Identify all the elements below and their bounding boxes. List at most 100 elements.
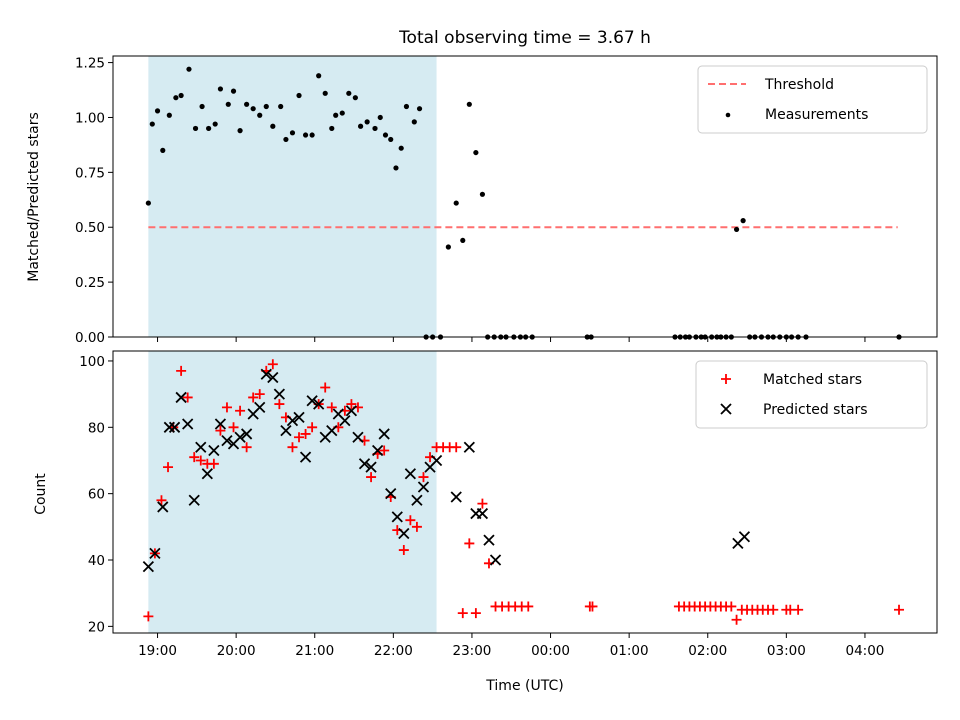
ratio-y-tick-label: 1.00 bbox=[75, 110, 105, 126]
matched-point bbox=[894, 604, 905, 615]
measurement-point bbox=[145, 200, 151, 206]
measurement-point bbox=[473, 149, 479, 156]
measurement-point bbox=[377, 114, 383, 121]
predicted-point bbox=[371, 444, 384, 457]
ratio-y-axis: 0.00 0.25 0.50 0.75 1.00 1.25 bbox=[75, 56, 113, 346]
matched-point bbox=[405, 515, 416, 526]
matched-point bbox=[523, 601, 534, 612]
predicted-point bbox=[149, 547, 161, 560]
predicted-point bbox=[163, 421, 175, 433]
matched-point bbox=[267, 359, 278, 370]
predicted-point bbox=[234, 431, 246, 443]
measurement-point bbox=[199, 103, 205, 110]
count-legend: Matched stars Predicted stars bbox=[695, 360, 928, 429]
measurement-point bbox=[270, 123, 276, 129]
matched-point bbox=[215, 425, 226, 436]
predicted-point bbox=[280, 424, 292, 437]
ratio-y-axis-label: Matched/Predicted stars bbox=[26, 112, 42, 282]
matched-point bbox=[731, 614, 742, 625]
count-y-tick-label: 40 bbox=[88, 553, 105, 569]
predicted-point bbox=[142, 561, 155, 573]
measurement-point bbox=[398, 145, 404, 151]
count-y-tick-label: 20 bbox=[88, 619, 105, 635]
x-tick-label: 20:00 bbox=[217, 643, 256, 659]
matched-point bbox=[477, 498, 488, 509]
ratio-y-tick-label: 0.50 bbox=[75, 220, 105, 236]
matched-point bbox=[726, 601, 737, 612]
matched-point bbox=[793, 604, 804, 615]
predicted-point bbox=[168, 421, 181, 433]
matched-point bbox=[235, 405, 246, 416]
measurement-point bbox=[244, 101, 250, 107]
measurement-point bbox=[372, 125, 378, 132]
ratio-x-axis bbox=[157, 337, 866, 342]
measurement-point bbox=[217, 86, 224, 92]
measurement-point bbox=[302, 132, 309, 138]
x-tick-label: 23:00 bbox=[452, 643, 491, 659]
x-tick-label: 03:00 bbox=[767, 643, 806, 659]
measurement-point bbox=[166, 112, 172, 118]
predicted-point bbox=[267, 371, 279, 384]
predicted-point bbox=[430, 454, 443, 467]
measurement-point bbox=[339, 110, 345, 116]
predicted-point bbox=[195, 441, 207, 453]
measurements-legend-label: Measurements bbox=[765, 107, 868, 123]
predicted-point bbox=[254, 401, 266, 414]
x-tick-label: 01:00 bbox=[610, 643, 649, 659]
measurements-legend-swatch bbox=[725, 112, 731, 118]
count-y-axis-label: Count bbox=[33, 473, 49, 515]
matched-point bbox=[300, 428, 311, 439]
predicted-legend-swatch bbox=[720, 403, 732, 415]
predicted-point bbox=[260, 368, 272, 380]
measurement-point bbox=[178, 92, 184, 99]
x-tick-label: 04:00 bbox=[845, 643, 884, 659]
measurement-point bbox=[154, 108, 161, 114]
matched-point bbox=[346, 399, 357, 410]
measurement-point bbox=[316, 73, 322, 79]
matched-point bbox=[221, 402, 232, 413]
predicted-point bbox=[157, 501, 169, 513]
predicted-point bbox=[221, 434, 233, 447]
predicted-point bbox=[306, 395, 318, 407]
measurement-point bbox=[346, 90, 352, 96]
measurement-point bbox=[411, 119, 417, 125]
predicted-point bbox=[378, 428, 390, 440]
predicted-legend-label: Predicted stars bbox=[763, 402, 868, 418]
measurement-point bbox=[212, 121, 218, 127]
predicted-point bbox=[208, 444, 220, 457]
count-panel-frame bbox=[112, 350, 938, 634]
count-panel: 20 40 60 80 100 19:00 20:00 21:00 22:00 23:00 00:… bbox=[33, 350, 938, 694]
predicted-point bbox=[404, 468, 417, 480]
measurement-point bbox=[460, 237, 466, 244]
ratio-y-tick-label: 0.75 bbox=[75, 165, 105, 181]
predicted-point bbox=[463, 441, 475, 453]
predicted-point bbox=[339, 415, 351, 427]
x-tick-label: 19:00 bbox=[138, 643, 177, 659]
predicted-point bbox=[345, 405, 358, 417]
matched-point bbox=[418, 472, 429, 483]
matched-point bbox=[228, 422, 239, 433]
measurement-point bbox=[160, 147, 166, 153]
chart-title: Total observing time = 3.67 h bbox=[398, 28, 651, 48]
measurement-point bbox=[278, 103, 284, 110]
predicted-point bbox=[352, 431, 364, 443]
measurement-point bbox=[357, 123, 364, 129]
measurement-point bbox=[352, 95, 358, 101]
measurement-point bbox=[416, 106, 423, 112]
measurement-point bbox=[173, 95, 179, 101]
count-marks bbox=[142, 359, 905, 625]
x-tick-label: 21:00 bbox=[295, 643, 334, 659]
matched-point bbox=[470, 608, 481, 619]
matched-point bbox=[189, 452, 200, 463]
count-legend-box bbox=[695, 360, 928, 429]
matched-point bbox=[143, 611, 154, 622]
predicted-point bbox=[738, 531, 751, 543]
x-tick-label: 22:00 bbox=[374, 643, 413, 659]
measurement-point bbox=[186, 66, 192, 72]
predicted-point bbox=[188, 494, 200, 506]
measurement-point bbox=[289, 130, 296, 136]
x-tick-label: 02:00 bbox=[688, 643, 727, 659]
predicted-point bbox=[273, 388, 286, 400]
measurement-point bbox=[263, 103, 269, 110]
